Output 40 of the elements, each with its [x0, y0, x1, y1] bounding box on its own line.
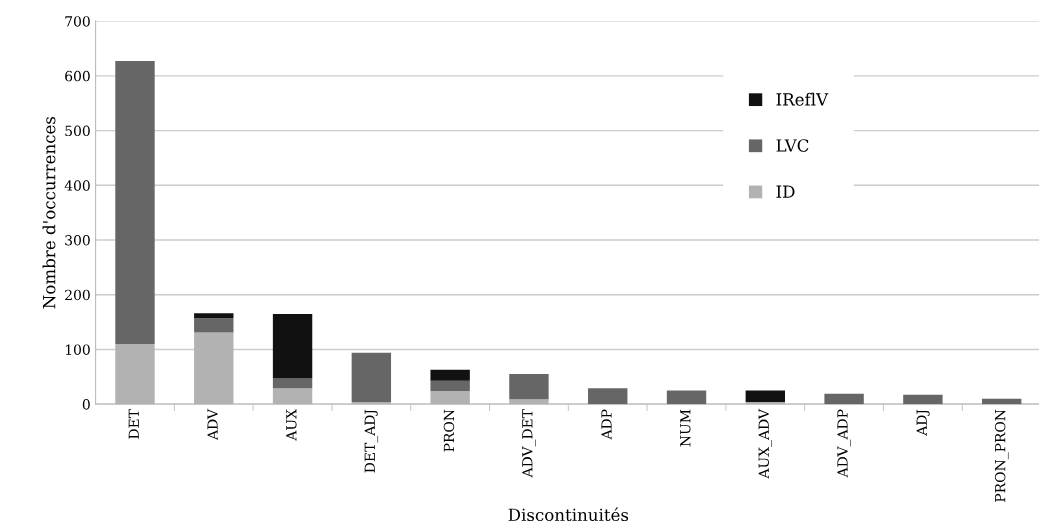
legend-label: LVC: [776, 139, 809, 152]
y-tick-label: 400: [64, 180, 90, 191]
x-tick-label: ADV_ADP: [837, 409, 851, 478]
bar: [666, 390, 707, 405]
bar: [745, 390, 786, 402]
y-tick-label: 100: [65, 344, 90, 355]
y-tick-label: 200: [65, 289, 90, 301]
x-tick-label: NUM: [680, 409, 691, 447]
bar: [430, 380, 470, 392]
x-tick-label: ADV: [207, 408, 218, 441]
bar: [351, 352, 392, 402]
bar: [272, 378, 313, 389]
bar: [981, 398, 1022, 405]
legend-label: ID: [776, 185, 795, 198]
y-tick-label: 300: [65, 234, 90, 246]
y-tick-label: 700: [65, 16, 90, 27]
x-tick-label: PRON_PRON: [994, 409, 1009, 502]
x-axis-title: Discontinuités: [508, 507, 629, 522]
bar: [588, 388, 628, 405]
x-tick-label: DET_ADJ: [364, 409, 379, 473]
bar: [903, 394, 943, 405]
x-tick-label: ADJ: [916, 409, 930, 436]
x-tick-label: AUX: [286, 409, 297, 441]
bar: [194, 318, 234, 333]
y-tick-label: 0: [82, 399, 90, 410]
x-tick-label: PRON: [443, 409, 455, 452]
bar: [509, 374, 549, 400]
bar: [272, 313, 313, 379]
x-tick-label: AUX_ADV: [758, 408, 773, 479]
y-tick-label: 600: [65, 70, 90, 82]
bar: [115, 61, 155, 344]
bar: [430, 369, 470, 381]
x-tick-label: ADP: [601, 409, 612, 440]
bar: [824, 393, 864, 405]
x-tick-label: DET: [128, 409, 139, 439]
bar: [194, 313, 234, 319]
x-tick-label: ADV_DET: [522, 409, 536, 478]
y-tick-label: 500: [65, 125, 90, 137]
legend-label: IReflV: [776, 92, 829, 106]
y-axis-title: Nombre d'occurrences: [42, 116, 56, 309]
